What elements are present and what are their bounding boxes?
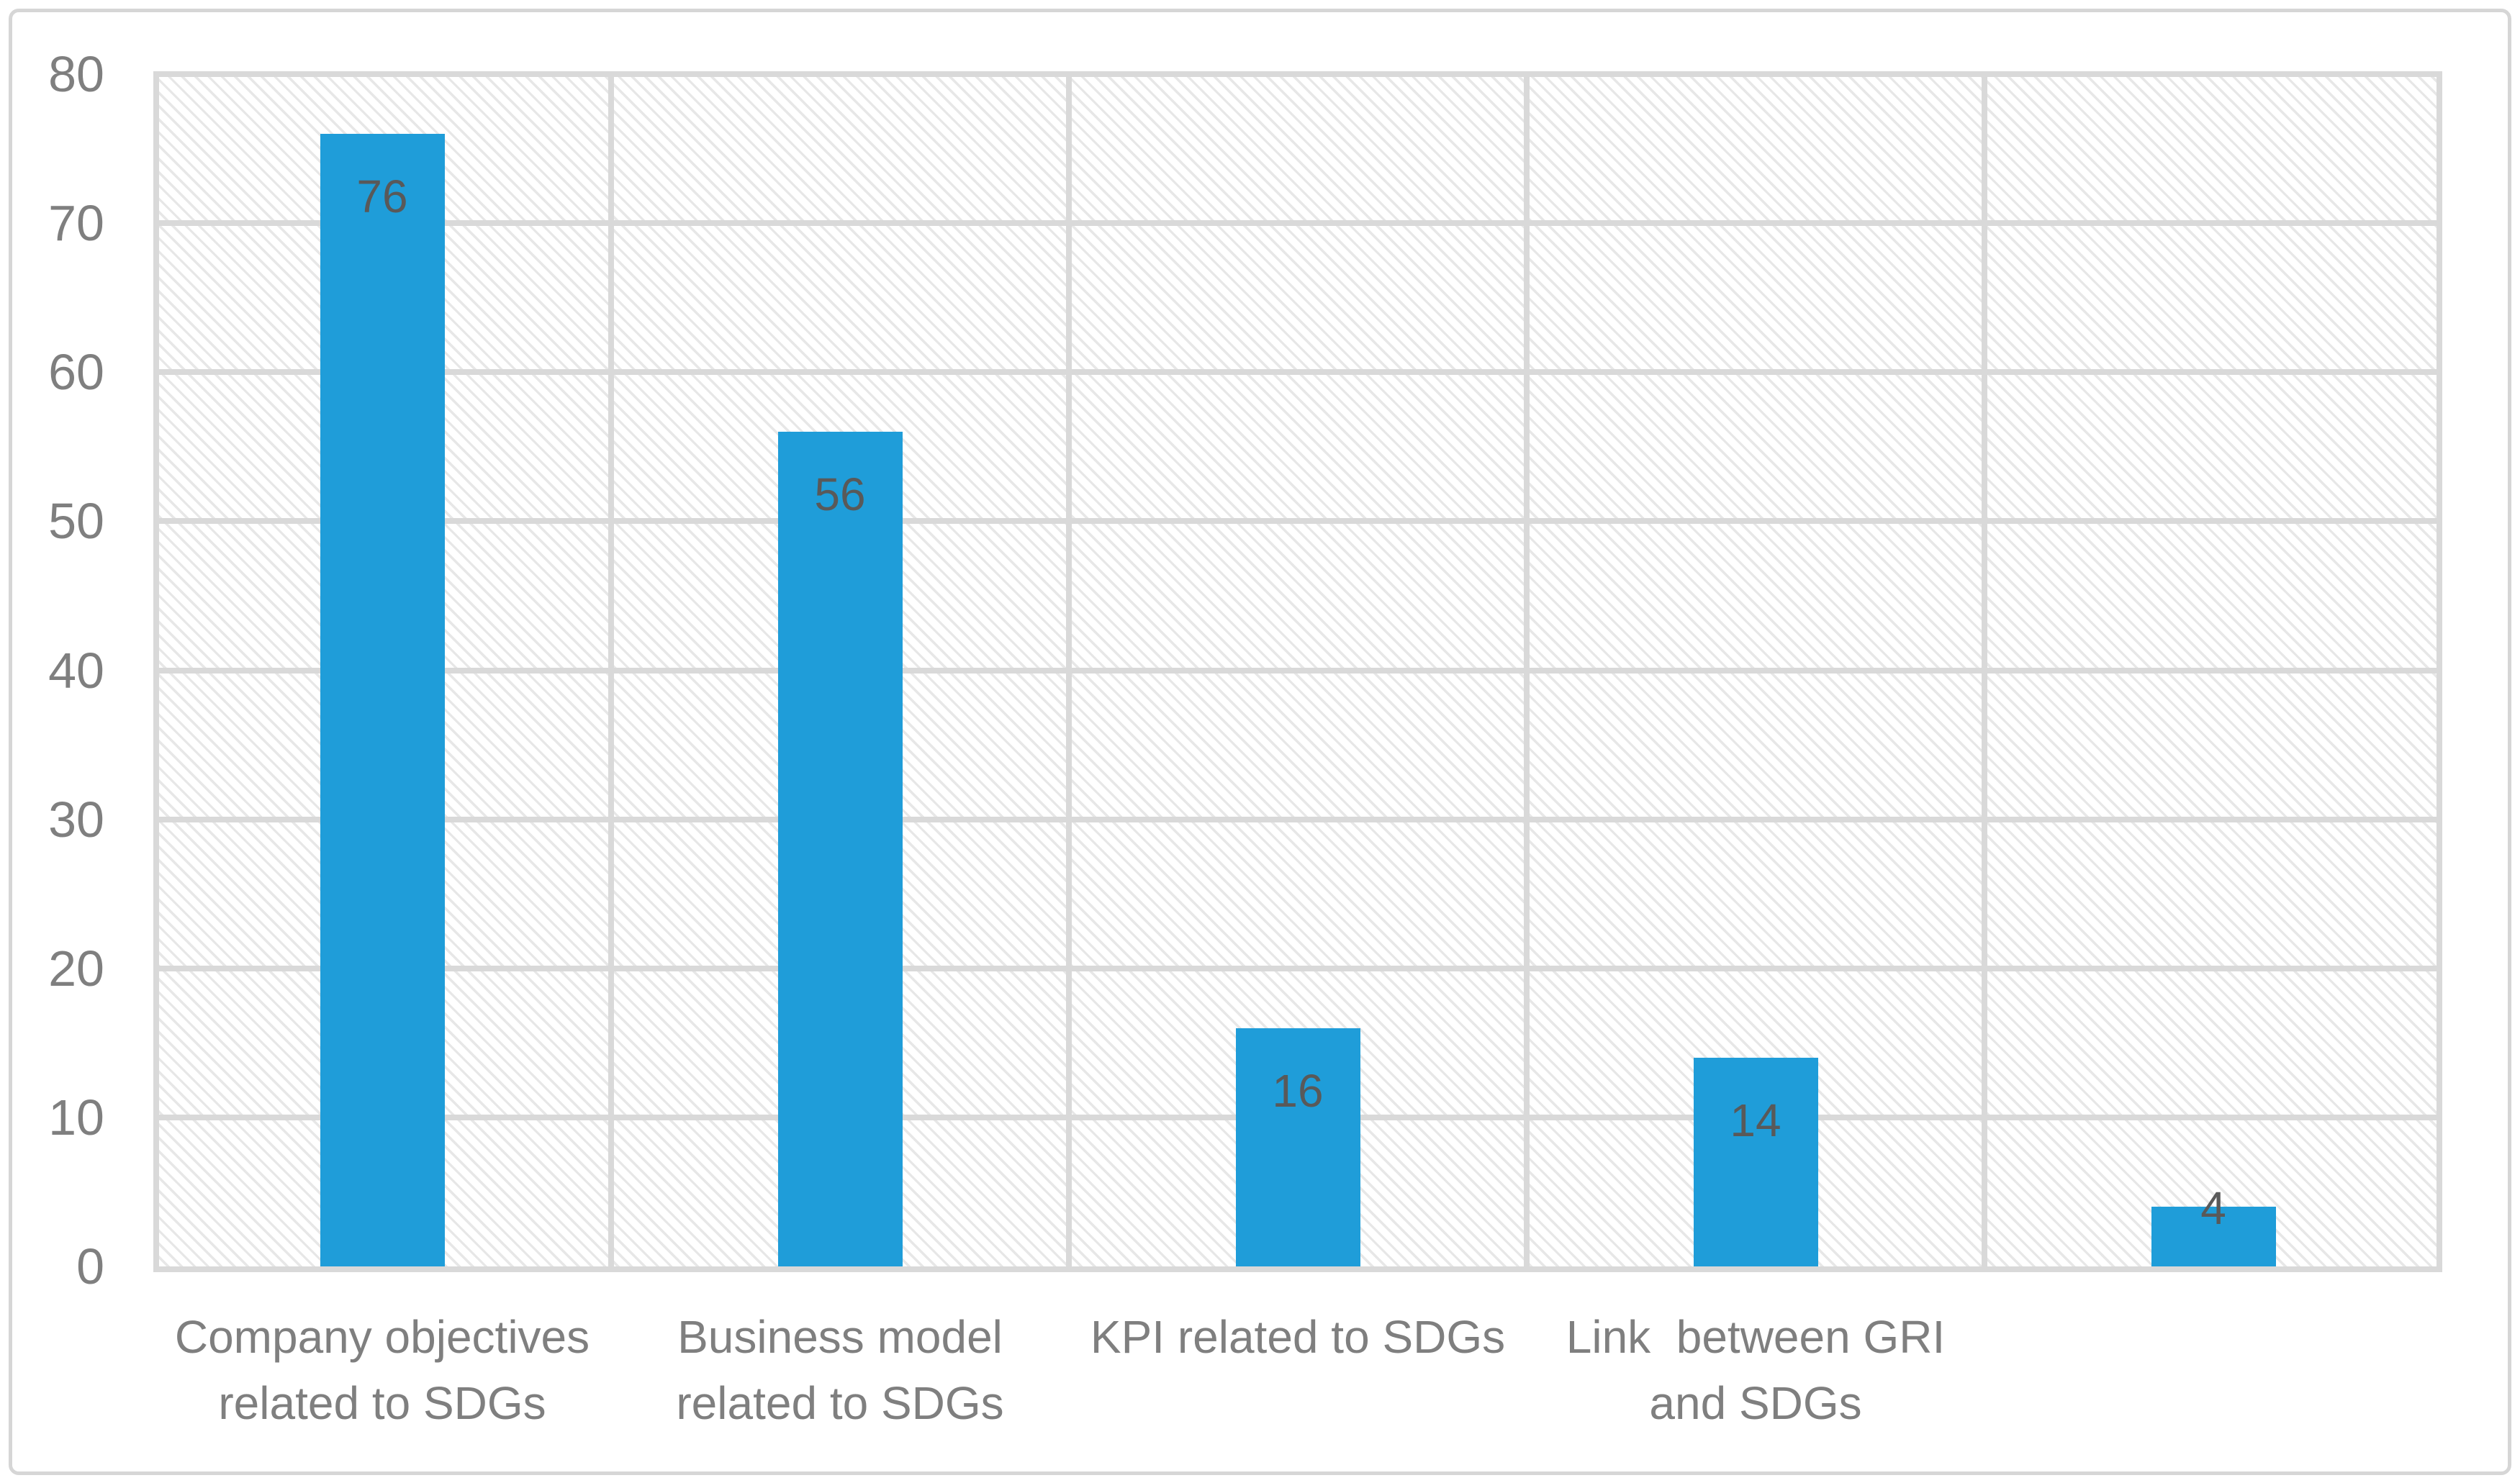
bar-3 — [1693, 1058, 1818, 1266]
y-axis-tick-10: 10 — [48, 1089, 104, 1146]
y-axis-tick-50: 50 — [48, 493, 104, 550]
y-axis-tick-40: 40 — [48, 642, 104, 699]
bar-2 — [1235, 1028, 1360, 1266]
bar-1 — [777, 432, 903, 1266]
bar-value-label-3: 14 — [1730, 1094, 1781, 1147]
y-axis-tick-80: 80 — [48, 46, 104, 102]
gridline-h-70 — [153, 220, 2442, 227]
gridline-v-3 — [1524, 74, 1530, 1266]
gridline-v-2 — [1066, 74, 1072, 1266]
chart-border — [9, 9, 2511, 1475]
x-axis-label-1: Business model related to SDGs — [676, 1311, 1004, 1429]
x-axis-label-2: KPI related to SDGs — [1090, 1311, 1506, 1363]
gridline-h-0 — [153, 1266, 2442, 1272]
y-axis-tick-20: 20 — [48, 940, 104, 997]
gridline-h-30 — [153, 816, 2442, 822]
bar-value-label-2: 16 — [1272, 1064, 1324, 1117]
gridline-h-80 — [153, 71, 2442, 77]
gridline-v-1 — [608, 74, 614, 1266]
x-axis-label-3: Link between GRI and SDGs — [1566, 1311, 1946, 1429]
y-axis-tick-70: 70 — [48, 195, 104, 252]
gridline-h-60 — [153, 369, 2442, 376]
gridline-v-5 — [2437, 74, 2442, 1266]
gridline-v-4 — [1982, 74, 1987, 1266]
y-axis-tick-0: 0 — [76, 1238, 104, 1294]
gridline-h-50 — [153, 518, 2442, 525]
bar-4 — [2151, 1207, 2276, 1266]
bar-value-label-1: 56 — [814, 468, 866, 521]
gridline-h-20 — [153, 965, 2442, 971]
y-axis-tick-60: 60 — [48, 344, 104, 401]
y-axis-tick-30: 30 — [48, 791, 104, 848]
x-axis-label-0: Company objectives related to SDGs — [174, 1311, 590, 1429]
bar-0 — [320, 133, 445, 1266]
bar-value-label-4: 4 — [2200, 1182, 2226, 1235]
bar-value-label-0: 76 — [356, 170, 408, 222]
gridline-v-0 — [153, 74, 159, 1266]
gridline-h-40 — [153, 667, 2442, 674]
